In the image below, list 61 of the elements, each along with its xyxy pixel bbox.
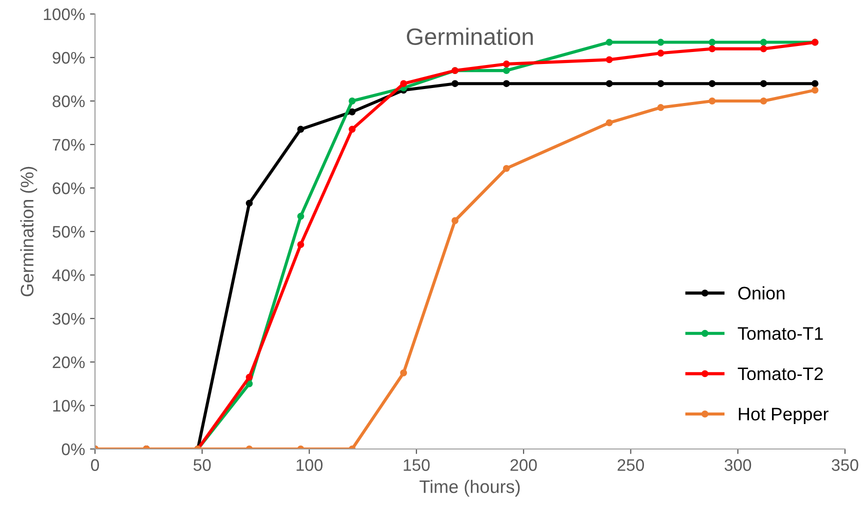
point — [348, 108, 356, 116]
point — [297, 212, 304, 220]
point — [812, 80, 818, 88]
chart-title: Germination — [406, 28, 533, 46]
point — [708, 98, 716, 104]
y-tick-label: 60% — [52, 182, 85, 194]
x-tick-label: 350 — [832, 459, 858, 471]
point — [297, 126, 304, 133]
point — [452, 80, 458, 88]
y-tick-label: 30% — [52, 312, 85, 325]
point — [657, 38, 664, 46]
point — [502, 80, 510, 88]
point — [657, 80, 664, 88]
x-tick-label: 50 — [194, 459, 211, 471]
y-tick-label: 70% — [52, 138, 85, 151]
y-tick-label: 80% — [52, 95, 85, 108]
y-tick-label: 20% — [52, 356, 85, 368]
x-axis-title: Time (hours) — [420, 480, 520, 497]
point — [760, 80, 768, 88]
point — [348, 98, 356, 104]
legend-label: Tomato-T1 — [738, 327, 823, 340]
point — [452, 217, 458, 224]
y-tick-label: 40% — [52, 269, 85, 282]
legend-label: Hot Pepper — [738, 408, 828, 424]
point — [708, 45, 716, 52]
point — [708, 80, 716, 88]
y-tick-label: 90% — [52, 52, 85, 64]
point — [760, 38, 768, 46]
legend-label: Onion — [738, 286, 784, 300]
x-tick-label: 0 — [91, 459, 99, 471]
point — [246, 200, 253, 207]
y-tick-label: 100% — [44, 8, 85, 20]
x-tick-label: 150 — [404, 459, 430, 471]
x-tick-label: 250 — [618, 459, 644, 471]
point — [606, 119, 613, 126]
point — [502, 67, 510, 74]
point — [657, 50, 664, 57]
point — [246, 380, 253, 388]
point — [606, 56, 613, 64]
point — [502, 164, 510, 172]
x-tick-label: 200 — [510, 459, 537, 471]
y-tick-label: 0% — [62, 443, 85, 456]
point — [760, 45, 768, 52]
point — [708, 38, 716, 46]
point — [760, 98, 768, 104]
point — [812, 86, 818, 94]
point — [400, 80, 408, 88]
point — [606, 80, 613, 88]
point — [400, 369, 408, 376]
y-axis-title: Germination (%) — [20, 166, 38, 296]
point — [657, 104, 664, 111]
point — [606, 38, 613, 46]
y-tick-label: 50% — [52, 226, 85, 238]
x-tick-label: 300 — [724, 459, 752, 471]
point — [348, 126, 356, 133]
point — [297, 241, 304, 248]
point — [246, 374, 253, 381]
y-tick-label: 10% — [53, 400, 85, 412]
x-tick-label: 100 — [296, 459, 323, 471]
legend-label: Tomato-T2 — [738, 367, 823, 380]
point — [502, 60, 510, 68]
